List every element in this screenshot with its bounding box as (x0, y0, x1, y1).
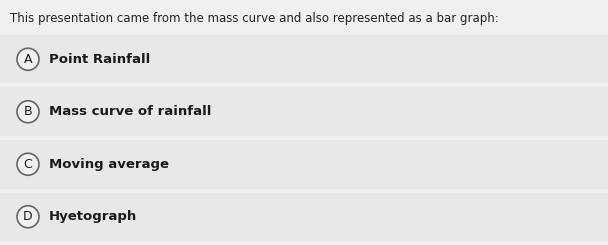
Bar (0, 35, 608, 84)
Ellipse shape (17, 48, 39, 70)
Bar (0, 140, 608, 188)
Ellipse shape (17, 206, 39, 228)
Text: D: D (23, 210, 33, 223)
Text: C: C (24, 158, 32, 171)
Text: Mass curve of rainfall: Mass curve of rainfall (49, 105, 212, 118)
Ellipse shape (17, 153, 39, 175)
Bar (0, 193, 608, 241)
Text: A: A (24, 53, 32, 66)
Text: Moving average: Moving average (49, 158, 169, 171)
Bar (0, 87, 608, 136)
Text: Point Rainfall: Point Rainfall (49, 53, 150, 66)
Ellipse shape (17, 101, 39, 123)
Text: This presentation came from the mass curve and also represented as a bar graph:: This presentation came from the mass cur… (10, 12, 499, 25)
Text: B: B (24, 105, 32, 118)
Text: Hyetograph: Hyetograph (49, 210, 137, 223)
